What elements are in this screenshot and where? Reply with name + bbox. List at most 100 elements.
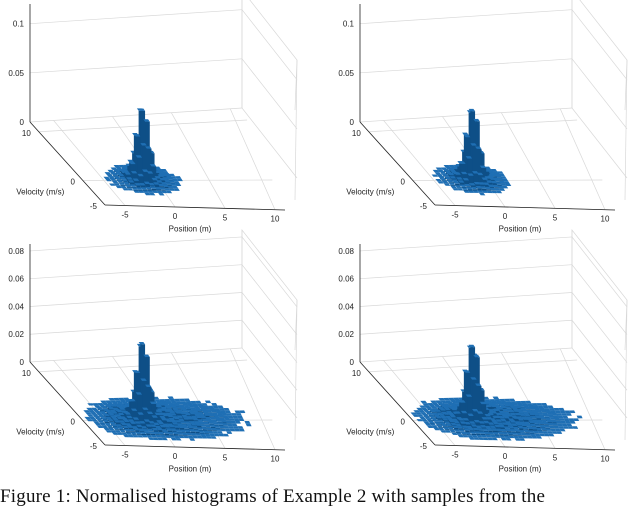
histogram-bin [232,426,239,429]
histogram-bin [170,428,177,431]
histogram-bin [546,412,553,415]
histogram-bin [146,411,154,415]
histogram-bin [527,410,534,414]
histogram-bin [151,190,159,193]
histogram-bin [466,435,474,438]
histogram-bin [522,426,529,430]
histogram-bin [425,418,433,421]
histogram-bin [500,428,507,432]
histogram-bin [167,431,174,435]
histogram-bin [482,437,489,441]
histogram-bin [454,411,461,414]
histogram-bin [184,421,191,424]
histogram-bin [106,425,113,428]
histogram-bin [94,411,102,414]
histogram-bin [85,412,93,415]
histogram-bin [230,413,238,416]
histogram-bin [222,433,229,437]
histogram-bin [190,433,197,436]
histogram-bin [467,190,475,193]
histogram-bin [476,172,484,176]
histogram-bin [441,180,449,184]
histogram-bin [103,176,111,180]
histogram-bin [438,176,445,179]
histogram-bin [226,431,233,434]
histogram-bin [499,398,506,402]
histogram-bin [225,420,232,424]
histogram-bin [422,413,429,417]
histogram-bin [467,428,475,431]
histogram-bin-side [120,184,126,186]
histogram-bin [168,180,176,183]
histogram-bin [111,180,119,184]
histogram-bin [519,430,526,433]
histogram-bin [148,431,156,434]
histogram-bin [122,170,130,173]
histogram-bin [472,427,479,431]
histogram-bin [93,416,101,419]
histogram-bin [491,428,498,431]
z-gridline [29,236,243,252]
histogram-bin [110,430,117,433]
histogram-bin [232,415,239,419]
histogram-bin [449,176,457,179]
histogram-bin [187,425,194,429]
histogram-bin [134,421,141,424]
y-axis-label: Velocity (m/s) [346,187,394,196]
histogram-bin [167,185,174,189]
histogram-bin [116,179,124,183]
histogram-bin-side [151,188,157,191]
x-tick-label: 5 [553,213,558,222]
histogram-bin-side [503,434,509,436]
histogram-bin [153,431,160,435]
histogram-bin [163,409,171,412]
histogram-bin [564,420,571,424]
histogram-bin [108,176,115,179]
histogram-bin [136,435,144,438]
histogram-bin [568,418,575,421]
z-tick-label: 0.02 [338,330,354,339]
histogram-bin [168,410,176,413]
histogram-bin [470,377,477,380]
histogram-bin [486,180,493,183]
histogram-bin-side [444,429,450,431]
histogram-bin-side [178,434,183,436]
y-tick-label: -5 [90,202,98,211]
histogram-bin [224,410,231,414]
histogram-bin-side [451,432,456,433]
histogram-bin [107,418,114,422]
histogram-bin [491,437,498,441]
histogram-bin [416,407,424,411]
histogram-bin [420,400,428,404]
histogram-bin [165,428,173,431]
histogram-bin [448,168,456,172]
y-tick-label: -5 [420,442,428,451]
histogram-bin [554,410,561,414]
histogram-bin [165,175,172,178]
histogram-bin [558,418,565,421]
histogram-bin [114,414,122,417]
histogram-bin [532,430,540,434]
histogram-bin [126,188,134,191]
histogram-bin [492,396,500,400]
histogram-bin [473,437,480,440]
z-gridline [359,58,573,74]
floor-gridline-x [229,108,276,210]
histogram-bin [515,432,523,436]
histogram-bin [492,421,499,425]
histogram-bin [114,177,122,180]
histogram-bin [111,417,119,421]
histogram-bin [162,413,169,417]
histogram-bin [223,407,230,411]
histogram-bin [433,414,441,417]
histogram-bin [434,172,442,175]
histogram-bin [522,417,529,420]
histogram-bin-side [169,434,174,436]
histogram-bin [462,132,469,135]
histogram-bin [550,410,557,414]
histogram-bin [171,407,179,411]
histogram-bin [245,423,252,427]
histogram-bin [121,417,128,421]
histogram-bin [118,420,126,423]
histogram-bin [525,423,532,427]
